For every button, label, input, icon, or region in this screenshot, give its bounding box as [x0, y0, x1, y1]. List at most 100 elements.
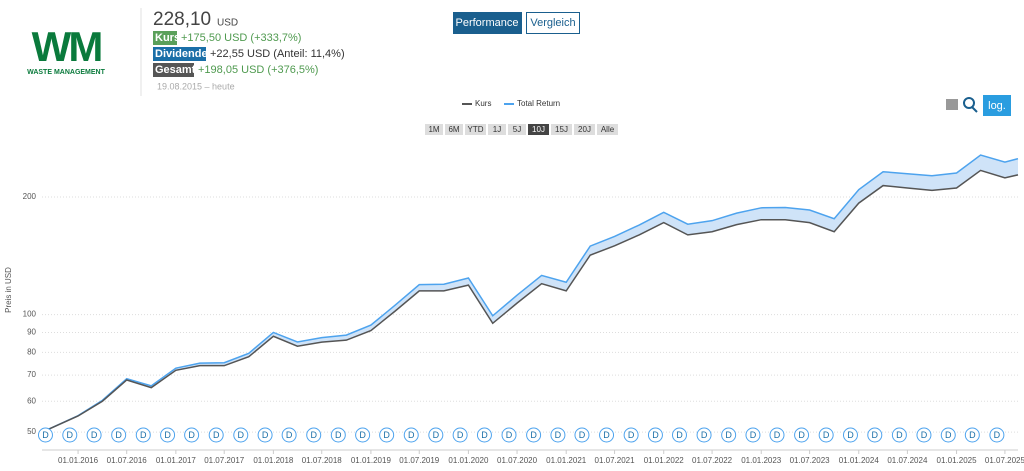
- log-button[interactable]: [983, 95, 1011, 116]
- dividend-marker[interactable]: [794, 427, 810, 443]
- dividend-label[interactable]: D: [701, 430, 708, 440]
- tab[interactable]: [453, 12, 522, 34]
- dividend-label[interactable]: D: [42, 430, 49, 440]
- dividend-marker[interactable]: [135, 427, 151, 443]
- range-button[interactable]: [551, 124, 572, 135]
- dividend-label[interactable]: D: [115, 430, 122, 440]
- dividend-marker[interactable]: [964, 427, 980, 443]
- dividend-marker[interactable]: [550, 427, 566, 443]
- dividend-marker[interactable]: [208, 427, 224, 443]
- range-button[interactable]: [574, 124, 595, 135]
- dividend-label[interactable]: D: [188, 430, 195, 440]
- dividend-marker[interactable]: [501, 427, 517, 443]
- dividend-label[interactable]: D: [676, 430, 683, 440]
- range-button[interactable]: [465, 124, 486, 135]
- dividend-marker[interactable]: [37, 427, 53, 443]
- dividend-label[interactable]: D: [628, 430, 635, 440]
- dividend-label[interactable]: D: [140, 430, 147, 440]
- range-button[interactable]: [528, 124, 549, 135]
- dividend-label[interactable]: D: [359, 430, 366, 440]
- dividend-marker[interactable]: [526, 427, 542, 443]
- zoom-icon[interactable]: [963, 97, 975, 109]
- dividend-marker[interactable]: [452, 427, 468, 443]
- dividend-marker[interactable]: [403, 427, 419, 443]
- dividend-marker[interactable]: [233, 427, 249, 443]
- range-label[interactable]: Alle: [601, 125, 615, 134]
- dividend-marker[interactable]: [428, 427, 444, 443]
- dividend-marker[interactable]: [599, 427, 615, 443]
- dividend-marker[interactable]: [257, 427, 273, 443]
- dividend-marker[interactable]: [476, 427, 492, 443]
- dividend-label[interactable]: D: [238, 430, 245, 440]
- dividend-marker[interactable]: [623, 427, 639, 443]
- dividend-label[interactable]: D: [774, 430, 781, 440]
- dividend-label[interactable]: D: [823, 430, 830, 440]
- dividend-label[interactable]: D: [164, 430, 171, 440]
- dividend-label[interactable]: D: [67, 430, 74, 440]
- dividend-label[interactable]: D: [555, 430, 562, 440]
- dividend-label[interactable]: D: [408, 430, 415, 440]
- dividend-label[interactable]: D: [921, 430, 928, 440]
- dividend-marker[interactable]: [111, 427, 127, 443]
- tab-label[interactable]: Vergleich: [530, 17, 575, 29]
- range-button[interactable]: [488, 124, 506, 135]
- dividend-marker[interactable]: [62, 427, 78, 443]
- log-button-label[interactable]: log.: [988, 100, 1006, 112]
- dividend-marker[interactable]: [160, 427, 176, 443]
- dividend-label[interactable]: D: [969, 430, 976, 440]
- dividend-marker[interactable]: [940, 427, 956, 443]
- dividend-marker[interactable]: [671, 427, 687, 443]
- dividend-label[interactable]: D: [872, 430, 879, 440]
- dividend-label[interactable]: D: [750, 430, 757, 440]
- range-label[interactable]: 15J: [555, 125, 568, 134]
- dividend-label[interactable]: D: [847, 430, 854, 440]
- dividend-marker[interactable]: [769, 427, 785, 443]
- dividend-marker[interactable]: [184, 427, 200, 443]
- dividend-label[interactable]: D: [506, 430, 513, 440]
- dividend-marker[interactable]: [721, 427, 737, 443]
- dividend-label[interactable]: D: [579, 430, 586, 440]
- dividend-marker[interactable]: [574, 427, 590, 443]
- dividend-label[interactable]: D: [262, 430, 269, 440]
- dividend-marker[interactable]: [330, 427, 346, 443]
- dividend-marker[interactable]: [306, 427, 322, 443]
- dividend-marker[interactable]: [867, 427, 883, 443]
- range-button[interactable]: [425, 124, 443, 135]
- range-label[interactable]: 1M: [428, 125, 439, 134]
- dividend-marker[interactable]: [86, 427, 102, 443]
- range-label[interactable]: 20J: [578, 125, 591, 134]
- dividend-marker[interactable]: [842, 427, 858, 443]
- dividend-label[interactable]: D: [213, 430, 220, 440]
- dividend-marker[interactable]: [916, 427, 932, 443]
- dividend-marker[interactable]: [989, 427, 1005, 443]
- range-button[interactable]: [597, 124, 618, 135]
- range-label[interactable]: 10J: [532, 125, 545, 134]
- dividend-label[interactable]: D: [383, 430, 390, 440]
- dividend-marker[interactable]: [745, 427, 761, 443]
- dividend-label[interactable]: D: [994, 430, 1001, 440]
- range-label[interactable]: 5J: [513, 125, 521, 134]
- range-label[interactable]: 1J: [493, 125, 501, 134]
- dividend-label[interactable]: D: [335, 430, 342, 440]
- zoom-icon[interactable]: [971, 106, 978, 113]
- dividend-marker[interactable]: [379, 427, 395, 443]
- dividend-marker[interactable]: [696, 427, 712, 443]
- dividend-marker[interactable]: [281, 427, 297, 443]
- tab[interactable]: [526, 12, 580, 34]
- dividend-label[interactable]: D: [310, 430, 317, 440]
- dividend-label[interactable]: D: [457, 430, 464, 440]
- dividend-marker[interactable]: [647, 427, 663, 443]
- range-label[interactable]: YTD: [468, 125, 484, 134]
- dividend-label[interactable]: D: [725, 430, 732, 440]
- dividend-label[interactable]: D: [91, 430, 98, 440]
- dividend-label[interactable]: D: [530, 430, 537, 440]
- save-icon[interactable]: [946, 99, 958, 110]
- dividend-marker[interactable]: [891, 427, 907, 443]
- range-button[interactable]: [508, 124, 526, 135]
- dividend-label[interactable]: D: [798, 430, 805, 440]
- range-label[interactable]: 6M: [448, 125, 459, 134]
- tab-label[interactable]: Performance: [456, 17, 519, 29]
- dividend-label[interactable]: D: [652, 430, 659, 440]
- dividend-label[interactable]: D: [433, 430, 440, 440]
- dividend-marker[interactable]: [355, 427, 371, 443]
